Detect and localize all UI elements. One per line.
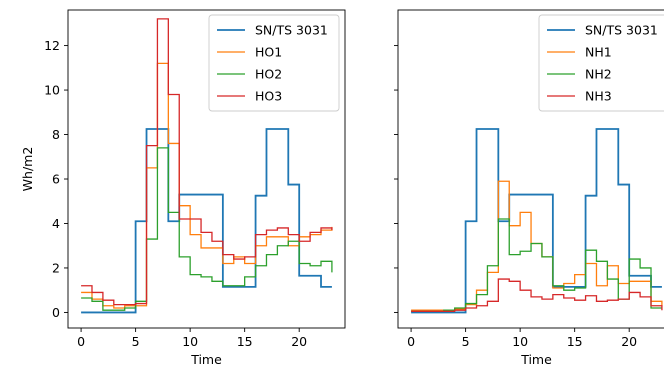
legend-label: HO3 [255,89,282,104]
legend-box [538,14,664,112]
legend-label: HO1 [255,45,282,60]
y-tick-label: 6 [52,172,60,187]
plot-frame [67,9,346,329]
legend-box [208,14,340,112]
legend-label: SN/TS 3031 [255,23,328,38]
x-tick-label: 15 [567,334,583,349]
series-line-ho2 [81,147,333,311]
y-tick-label: 2 [52,260,60,275]
y-tick-label: 4 [52,216,60,231]
plot-frame [397,9,664,329]
series-group [81,18,333,314]
legend-label: HO2 [255,67,282,82]
x-tick-label: 20 [621,334,637,349]
legend: SN/TS 3031 HO1 HO2 HO3 [208,14,340,112]
x-axis-label: Time [520,352,552,367]
y-tick-label: 10 [44,83,60,98]
series-line-nh3 [411,278,663,312]
x-tick-label: 0 [407,334,415,349]
series-line-sn-ts-3031 [411,128,662,314]
x-tick-label: 10 [512,334,528,349]
series-line-nh2 [411,218,662,312]
x-axis-label: Time [190,352,222,367]
y-tick-label: 8 [52,127,60,142]
legend-label: SN/TS 3031 [585,23,658,38]
chart-panel-right: 0 5 10 15 20 Time SN/TS 3031 NH1 NH2 NH3 [394,9,664,367]
x-tick-label: 0 [77,334,85,349]
legend-label: NH3 [585,89,612,104]
y-tick-label: 12 [44,38,60,53]
chart-panel-left: 0 5 10 15 20 0 2 4 6 8 10 12 Time Wh/m2 SN/TS 3031 HO1 H… [20,9,346,367]
legend-label: NH1 [585,45,612,60]
series-group [411,128,663,314]
series-line-sn-ts-3031 [81,128,332,314]
x-tick-label: 10 [182,334,198,349]
y-tick-label: 0 [52,305,60,320]
y-axis-label: Wh/m2 [20,147,35,192]
legend-label: NH2 [585,67,612,82]
x-tick-label: 5 [132,334,140,349]
legend: SN/TS 3031 NH1 NH2 NH3 [538,14,664,112]
series-line-nh1 [411,180,663,311]
x-tick-label: 15 [237,334,253,349]
x-tick-label: 20 [291,334,307,349]
x-tick-label: 5 [462,334,470,349]
series-line-ho3 [81,18,333,306]
